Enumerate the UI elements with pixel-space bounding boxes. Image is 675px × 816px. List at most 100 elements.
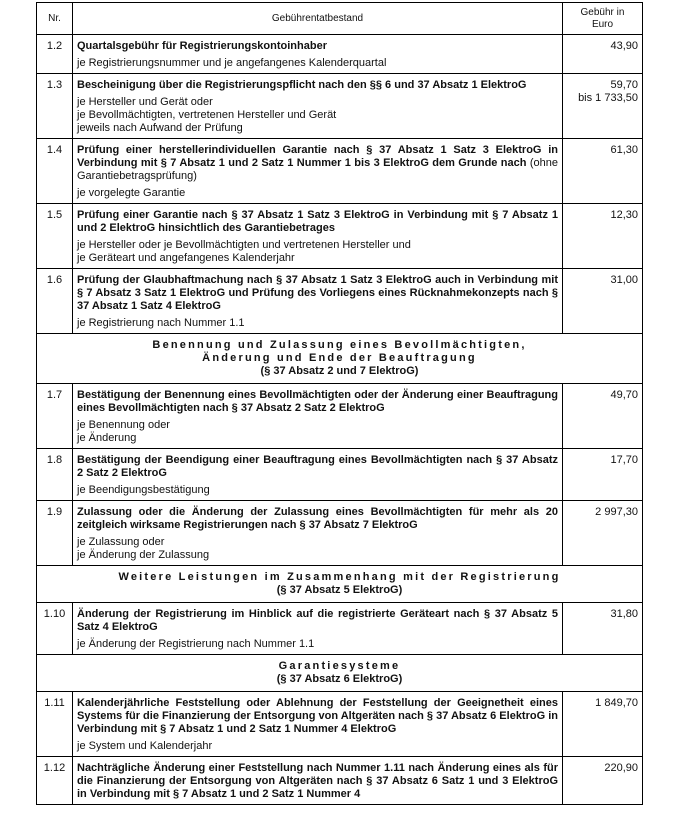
row-description: Änderung der Registrierung im Hinblick a… xyxy=(72,602,563,655)
row-title: Quartalsgebühr für Registrierungskontoin… xyxy=(77,40,558,53)
section-heading: Weitere Leistungen im Zusammenhang mit d… xyxy=(36,565,643,603)
row-title-text: Quartalsgebühr für Registrierungskontoin… xyxy=(77,40,327,52)
row-title-text: Bescheinigung über die Registrierungspfl… xyxy=(77,79,527,91)
row-basis: je System und Kalenderjahr xyxy=(77,740,558,753)
row-description: Prüfung einer herstellerindividuellen Ga… xyxy=(72,138,563,204)
row-fee-value: 220,90 xyxy=(604,762,638,774)
row-fee-value: bis 1 733,50 xyxy=(578,92,638,104)
row-title: Zulassung oder die Änderung der Zulassun… xyxy=(77,506,558,532)
row-number: 1.4 xyxy=(36,138,73,204)
row-basis: je Hersteller oder je Bevollmächtigten u… xyxy=(77,239,558,265)
row-fee: 59,70 bis 1 733,50 xyxy=(562,73,643,139)
row-basis: je Benennung oder je Änderung xyxy=(77,419,558,445)
row-basis-line: je Beendigungsbestätigung xyxy=(77,484,210,496)
row-description: Prüfung der Glaubhaftmachung nach § 37 A… xyxy=(72,268,563,334)
table-row: 1.6 Prüfung der Glaubhaftmachung nach § 3… xyxy=(36,268,643,334)
row-basis-line: je System und Kalenderjahr xyxy=(77,740,213,752)
row-fee-value: 2 997,30 xyxy=(595,506,638,518)
row-fee: 61,30 xyxy=(562,138,643,204)
row-number: 1.5 xyxy=(36,203,73,269)
row-basis: je Beendigungsbestätigung xyxy=(77,484,558,497)
row-number: 1.7 xyxy=(36,383,73,449)
section-reference: (§ 37 Absatz 6 ElektroG) xyxy=(276,673,403,685)
row-title: Bestätigung der Benennung eines Bevollmä… xyxy=(77,389,558,415)
row-basis-line: je Registrierung nach Nummer 1.1 xyxy=(77,317,245,329)
section-title-line: Änderung und Ende der Beauftragung xyxy=(202,352,477,364)
row-title-text: Prüfung einer herstellerindividuellen Ga… xyxy=(77,144,558,169)
row-number: 1.3 xyxy=(36,73,73,139)
row-fee-value: 31,80 xyxy=(610,608,638,620)
row-basis-line: je vorgelegte Garantie xyxy=(77,187,186,199)
row-basis-line: je Zulassung oder xyxy=(77,536,165,548)
row-basis-line: jeweils nach Aufwand der Prüfung xyxy=(77,122,243,134)
row-number: 1.2 xyxy=(36,34,73,74)
row-description: Prüfung einer Garantie nach § 37 Absatz … xyxy=(72,203,563,269)
row-fee: 2 997,30 xyxy=(562,500,643,566)
table-row: 1.9 Zulassung oder die Änderung der Zulas… xyxy=(36,500,643,566)
table-row: 1.3 Bescheinigung über die Registrierungs… xyxy=(36,73,643,139)
row-title: Änderung der Registrierung im Hinblick a… xyxy=(77,608,558,634)
row-number: 1.8 xyxy=(36,448,73,501)
section-heading-row: Weitere Leistungen im Zusammenhang mit d… xyxy=(36,565,643,603)
row-basis-line: je Änderung der Registrierung nach Numme… xyxy=(77,638,315,650)
row-title: Bescheinigung über die Registrierungspfl… xyxy=(77,79,558,92)
row-basis-line: je Registrierungsnummer und je angefange… xyxy=(77,57,387,69)
row-basis-line: je Bevollmächtigten, vertretenen Herstel… xyxy=(77,109,337,121)
section-heading-row: Benennung und Zulassung eines Bevollmäch… xyxy=(36,333,643,384)
row-basis-line: je Hersteller oder je Bevollmächtigten u… xyxy=(77,239,411,251)
fee-table: Nr. Gebührentatbestand Gebühr in Euro 1.… xyxy=(36,2,643,805)
row-basis: je Registrierung nach Nummer 1.1 xyxy=(77,317,558,330)
table-row: 1.4 Prüfung einer herstellerindividuellen… xyxy=(36,138,643,204)
row-fee: 31,00 xyxy=(562,268,643,334)
section-heading: Garantiesysteme (§ 37 Absatz 6 ElektroG) xyxy=(36,654,643,692)
row-fee-value: 59,70 xyxy=(610,79,638,91)
row-fee: 220,90 xyxy=(562,756,643,805)
row-fee-value: 43,90 xyxy=(610,40,638,52)
row-title: Bestätigung der Beendigung einer Beauftr… xyxy=(77,454,558,480)
section-reference: (§ 37 Absatz 2 und 7 ElektroG) xyxy=(260,365,419,377)
row-basis: je Hersteller und Gerät oder je Bevollmäc… xyxy=(77,96,558,135)
row-title: Kalenderjährliche Feststellung oder Able… xyxy=(77,697,558,736)
table-row: 1.2 Quartalsgebühr für Registrierungskont… xyxy=(36,34,643,74)
row-title-text: Zulassung oder die Änderung der Zulassun… xyxy=(77,506,558,531)
table-row: 1.11 Kalenderjährliche Feststellung oder … xyxy=(36,691,643,757)
row-basis-line: je Änderung xyxy=(77,432,137,444)
section-title-line: Weitere Leistungen im Zusammenhang mit d… xyxy=(118,571,561,583)
section-heading-row: Garantiesysteme (§ 37 Absatz 6 ElektroG) xyxy=(36,654,643,692)
row-basis: je Zulassung oder je Änderung der Zulassu… xyxy=(77,536,558,562)
table-row: 1.10 Änderung der Registrierung im Hinbli… xyxy=(36,602,643,655)
row-title: Prüfung einer Garantie nach § 37 Absatz … xyxy=(77,209,558,235)
row-basis: je Registrierungsnummer und je angefange… xyxy=(77,57,558,70)
row-description: Bescheinigung über die Registrierungspfl… xyxy=(72,73,563,139)
row-basis-line: je Änderung der Zulassung xyxy=(77,549,210,561)
row-title-text: Bestätigung der Beendigung einer Beauftr… xyxy=(77,454,558,479)
row-fee-value: 17,70 xyxy=(610,454,638,466)
row-description: Bestätigung der Benennung eines Bevollmä… xyxy=(72,383,563,449)
section-title-line: Garantiesysteme xyxy=(278,660,401,672)
table-row: 1.5 Prüfung einer Garantie nach § 37 Absa… xyxy=(36,203,643,269)
row-title-text: Kalenderjährliche Feststellung oder Able… xyxy=(77,697,558,735)
row-fee: 12,30 xyxy=(562,203,643,269)
row-title-text: Änderung der Registrierung im Hinblick a… xyxy=(77,608,558,633)
row-title-text: Nachträgliche Änderung einer Feststellun… xyxy=(77,762,558,800)
table-row: 1.7 Bestätigung der Benennung eines Bevol… xyxy=(36,383,643,449)
table-row: 1.8 Bestätigung der Beendigung einer Beau… xyxy=(36,448,643,501)
row-title: Prüfung der Glaubhaftmachung nach § 37 A… xyxy=(77,274,558,313)
row-fee-value: 49,70 xyxy=(610,389,638,401)
header-desc: Gebührentatbestand xyxy=(72,2,563,35)
row-fee-value: 12,30 xyxy=(610,209,638,221)
row-fee-value: 31,00 xyxy=(610,274,638,286)
section-reference: (§ 37 Absatz 5 ElektroG) xyxy=(276,584,403,596)
row-number: 1.6 xyxy=(36,268,73,334)
row-number: 1.12 xyxy=(36,756,73,805)
row-fee: 31,80 xyxy=(562,602,643,655)
row-basis: je Änderung der Registrierung nach Numme… xyxy=(77,638,558,651)
row-title-note: (ohne Garantiebetragsprüfung) xyxy=(77,157,558,182)
row-fee: 17,70 xyxy=(562,448,643,501)
row-title-text: Prüfung der Glaubhaftmachung nach § 37 A… xyxy=(77,274,558,312)
row-description: Nachträgliche Änderung einer Feststellun… xyxy=(72,756,563,805)
row-title-text: Bestätigung der Benennung eines Bevollmä… xyxy=(77,389,558,414)
header-nr: Nr. xyxy=(36,2,73,35)
header-fee: Gebühr in Euro xyxy=(562,2,643,35)
row-description: Kalenderjährliche Feststellung oder Able… xyxy=(72,691,563,757)
